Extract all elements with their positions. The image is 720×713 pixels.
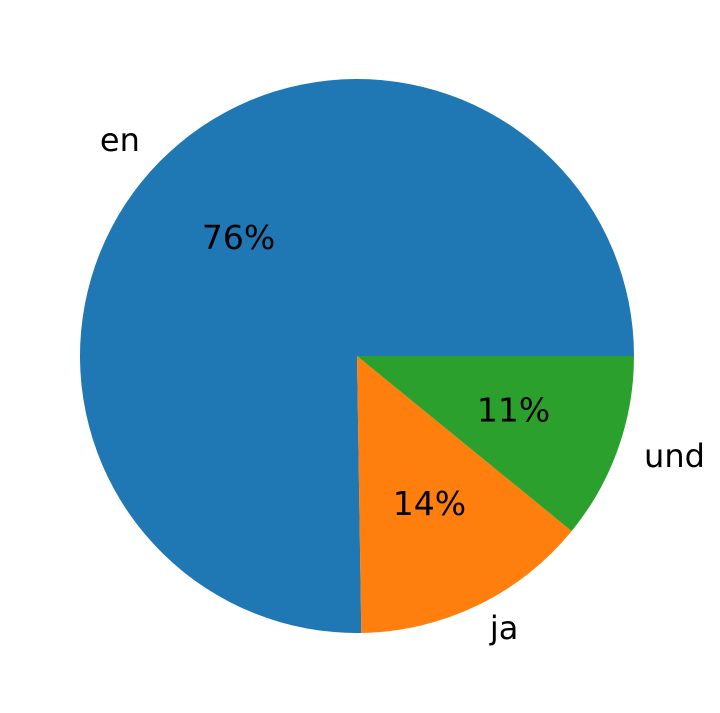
value-label: 14% xyxy=(393,484,466,523)
slice-label: en xyxy=(100,121,140,159)
value-label: 76% xyxy=(202,218,275,257)
slice-label: und xyxy=(644,437,705,475)
pie-slice xyxy=(357,356,572,633)
slice-label: ja xyxy=(489,609,518,647)
pie-slice xyxy=(357,356,634,532)
value-label: 11% xyxy=(477,390,550,429)
